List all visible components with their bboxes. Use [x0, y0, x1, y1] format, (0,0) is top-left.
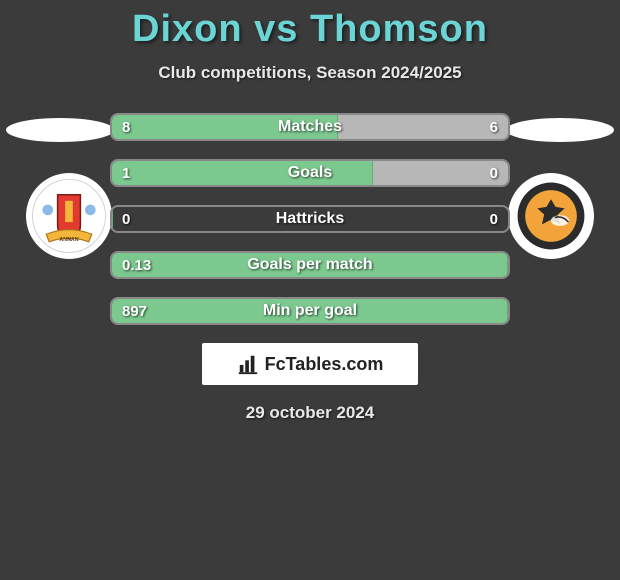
stat-bar: 0.13Goals per match — [110, 251, 510, 279]
footer-brand-label: FcTables.com — [265, 354, 384, 375]
team-crest-right — [508, 173, 594, 259]
stat-bar-fill-left — [112, 299, 508, 323]
stat-bar: 10Goals — [110, 159, 510, 187]
bar-chart-icon — [237, 353, 259, 375]
stat-bar-fill-right — [338, 115, 508, 139]
annan-athletic-crest-icon: ANNAN — [31, 178, 107, 254]
date-label: 29 october 2024 — [0, 403, 620, 423]
svg-text:ANNAN: ANNAN — [59, 237, 78, 243]
stat-value-left: 0 — [122, 207, 130, 231]
stat-bar-fill-left — [112, 115, 338, 139]
stat-bar: 897Min per goal — [110, 297, 510, 325]
player-photo-placeholder-right — [506, 118, 614, 142]
stat-bar: 0 0Hattricks — [110, 205, 510, 233]
stat-bar: 86Matches — [110, 113, 510, 141]
stat-label: Hattricks — [112, 207, 508, 231]
stat-bar-fill-left — [112, 161, 373, 185]
stat-bar-fill-left — [112, 207, 113, 231]
stat-bar-fill-right — [373, 161, 508, 185]
alloa-athletic-crest-icon — [513, 178, 589, 254]
subtitle: Club competitions, Season 2024/2025 — [0, 63, 620, 83]
team-crest-left: ANNAN — [26, 173, 112, 259]
player-photo-placeholder-left — [6, 118, 114, 142]
comparison-panel: ANNAN 86Matches 10Goals 0 0Hattricks 0.13Goa… — [0, 113, 620, 423]
page-title: Dixon vs Thomson — [0, 0, 620, 51]
fctables-logo[interactable]: FcTables.com — [202, 343, 418, 385]
stat-value-right: 0 — [490, 207, 498, 231]
stat-bar-fill-left — [112, 253, 508, 277]
stat-bars: 86Matches 10Goals 0 0Hattricks 0.13Goals per… — [110, 113, 510, 325]
